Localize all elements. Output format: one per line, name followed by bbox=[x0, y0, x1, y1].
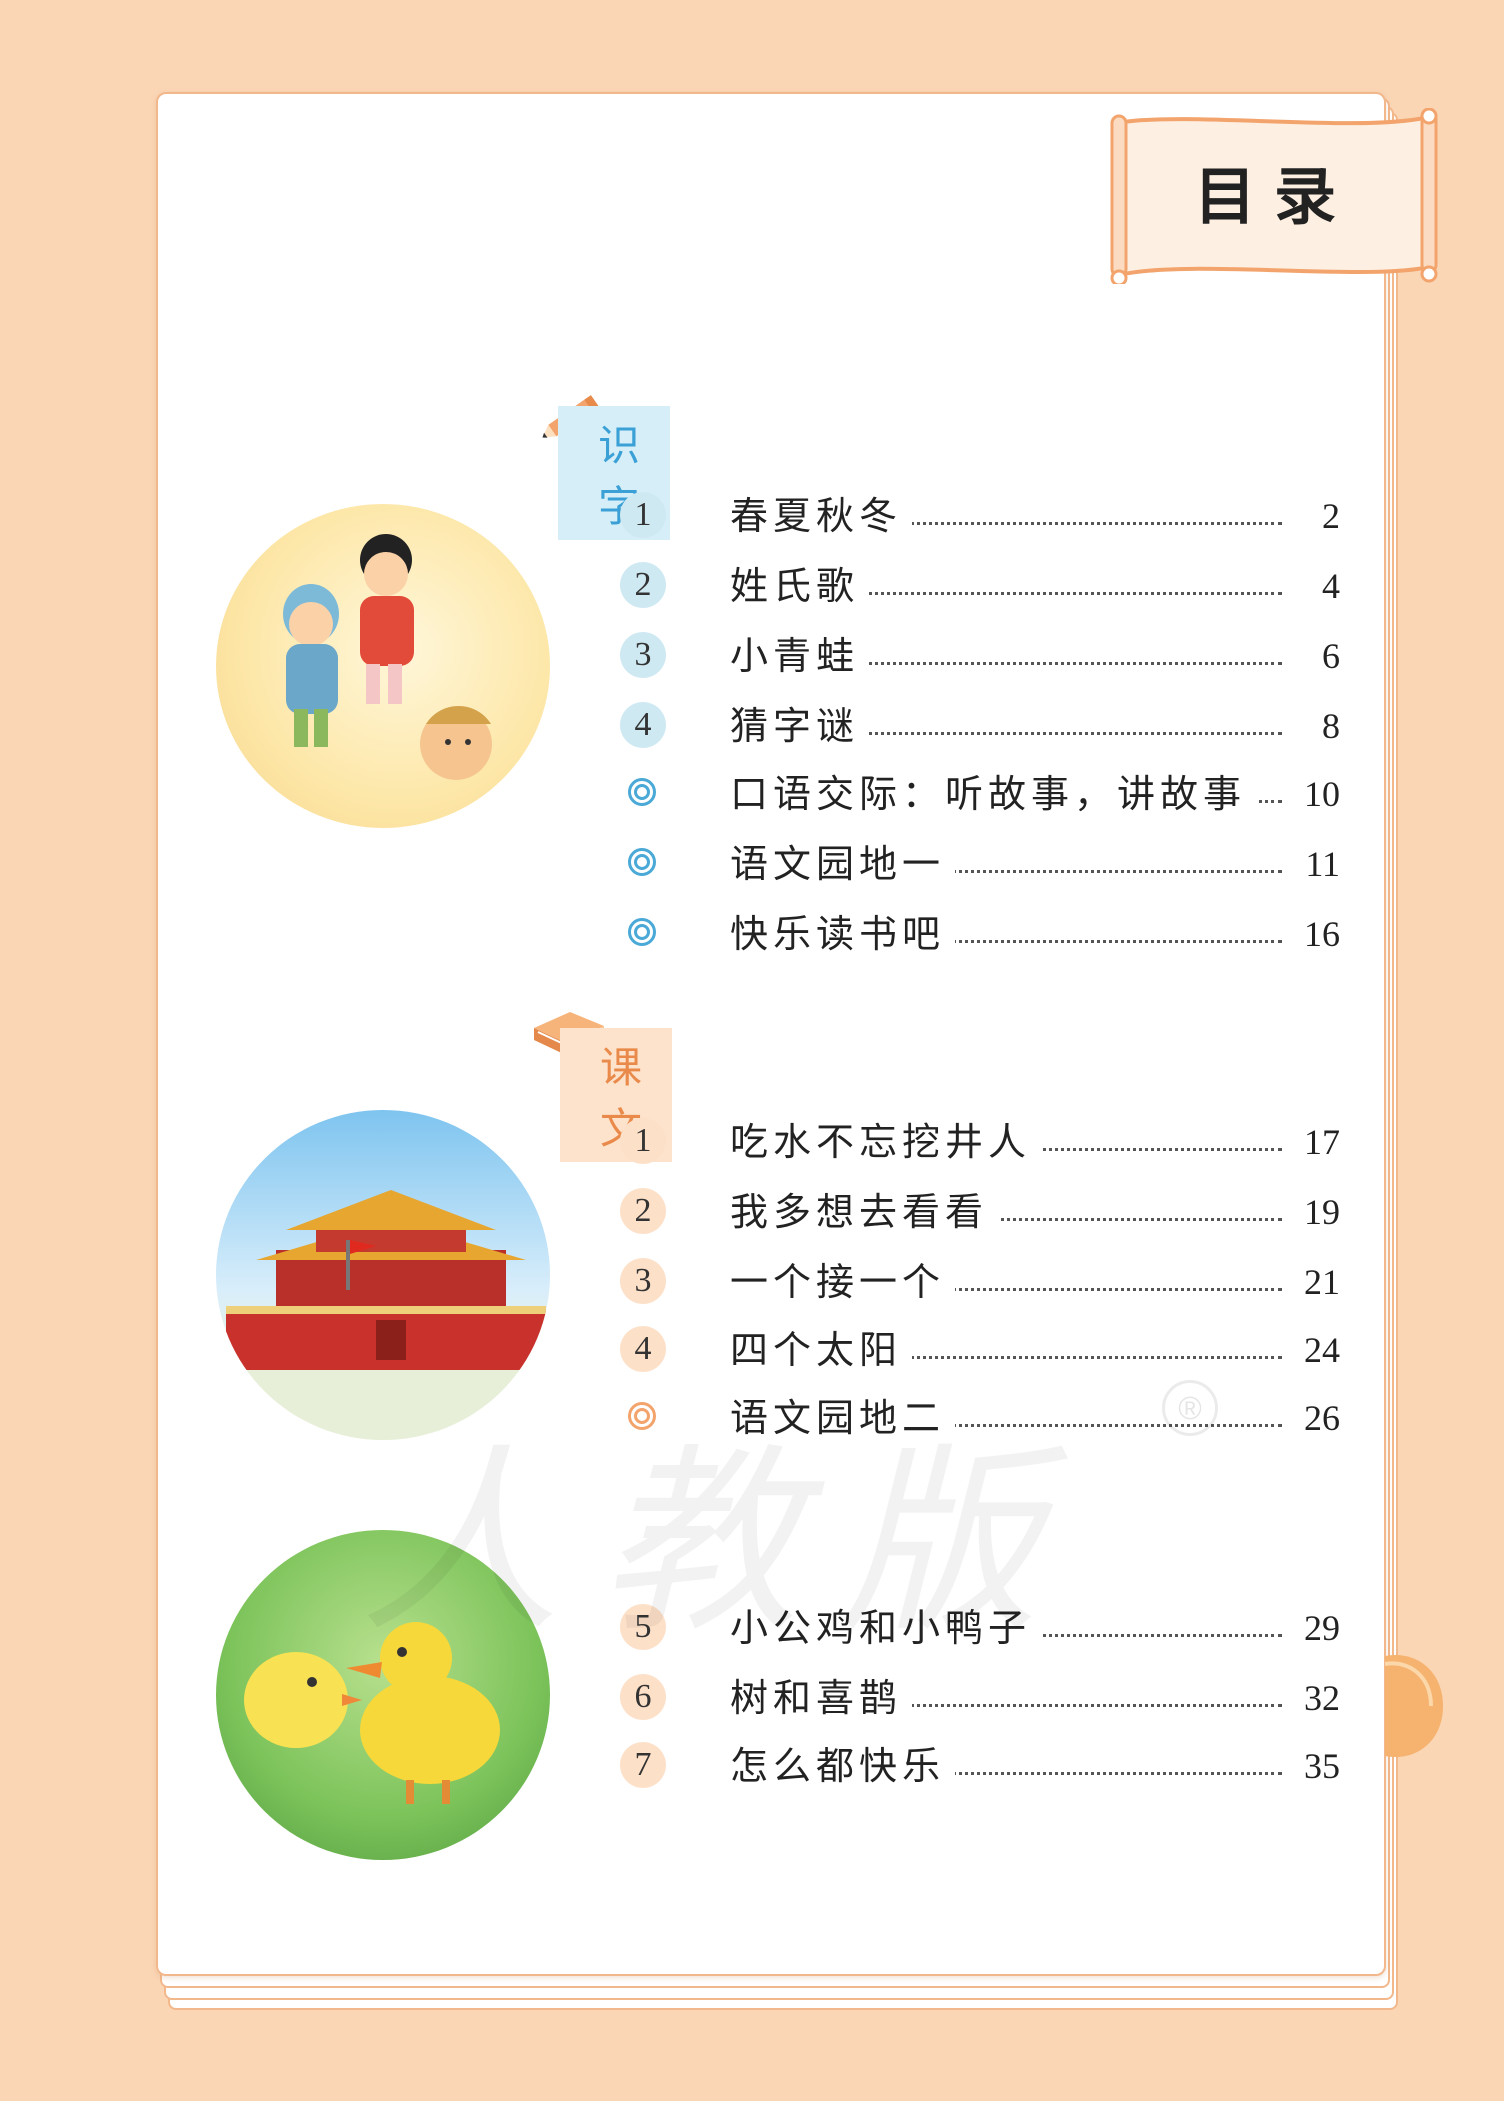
page-number: 19 bbox=[1294, 1182, 1340, 1242]
entry-title: 吃水不忘挖井人 bbox=[730, 1112, 1042, 1172]
entry-title: 春夏秋冬 bbox=[730, 486, 913, 546]
leader-dots bbox=[730, 940, 1282, 943]
toc-entry[interactable]: 语文园地一 11 bbox=[620, 834, 1340, 894]
page-number: 4 bbox=[1294, 556, 1340, 616]
entry-title: 一个接一个 bbox=[730, 1252, 956, 1312]
entry-title: 口语交际：听故事，讲故事 bbox=[730, 764, 1257, 824]
page-title: 目录 bbox=[1193, 160, 1354, 233]
toc-entry[interactable]: 6 树和喜鹊 32 bbox=[620, 1668, 1340, 1728]
page-number: 8 bbox=[1294, 696, 1340, 756]
leader-dots bbox=[730, 1424, 1282, 1427]
entry-title: 怎么都快乐 bbox=[730, 1736, 956, 1796]
tiananmen-illustration bbox=[216, 1110, 550, 1440]
leader-dots bbox=[730, 1772, 1282, 1775]
lesson-number-badge: 1 bbox=[620, 492, 666, 538]
entry-title: 姓氏歌 bbox=[730, 556, 870, 616]
toc-entry[interactable]: 4 猜字谜 8 bbox=[620, 696, 1340, 756]
leader-dots bbox=[730, 1356, 1282, 1359]
toc-entry[interactable]: 快乐读书吧 16 bbox=[620, 904, 1340, 964]
page-number: 35 bbox=[1294, 1736, 1340, 1796]
publisher-watermark: 人教版 bbox=[360, 1427, 1081, 1660]
page-number: 21 bbox=[1294, 1252, 1340, 1312]
double-circle-icon bbox=[628, 778, 656, 806]
leader-dots bbox=[730, 1288, 1282, 1291]
toc-entry[interactable]: 2 我多想去看看 19 bbox=[620, 1182, 1340, 1242]
toc-entry[interactable]: 2 姓氏歌 4 bbox=[620, 556, 1340, 616]
lesson-number-badge: 7 bbox=[620, 1742, 666, 1788]
toc-entry[interactable]: 5 小公鸡和小鸭子 29 bbox=[620, 1598, 1340, 1658]
leader-dots bbox=[730, 1218, 1282, 1221]
registered-mark: ® bbox=[1162, 1380, 1218, 1436]
page-number: 2 bbox=[1294, 486, 1340, 546]
lesson-number-badge: 4 bbox=[620, 1326, 666, 1372]
toc-entry[interactable]: 3 小青蛙 6 bbox=[620, 626, 1340, 686]
entry-title: 小公鸡和小鸭子 bbox=[730, 1598, 1042, 1658]
double-circle-icon bbox=[628, 918, 656, 946]
lesson-number-badge: 2 bbox=[620, 562, 666, 608]
lesson-number-badge: 3 bbox=[620, 1258, 666, 1304]
toc-entry[interactable]: 7 怎么都快乐 35 bbox=[620, 1736, 1340, 1796]
page-number: 26 bbox=[1294, 1388, 1340, 1448]
toc-entry[interactable]: 语文园地二 26 bbox=[620, 1388, 1340, 1448]
entry-title: 语文园地一 bbox=[730, 834, 956, 894]
page-number: 10 bbox=[1294, 764, 1340, 824]
page-number: 16 bbox=[1294, 904, 1340, 964]
page-number: 6 bbox=[1294, 626, 1340, 686]
toc-entry[interactable]: 口语交际：听故事，讲故事 10 bbox=[620, 764, 1340, 824]
leader-dots bbox=[730, 732, 1282, 735]
page-number: 29 bbox=[1294, 1598, 1340, 1658]
page-number: 32 bbox=[1294, 1668, 1340, 1728]
double-circle-icon bbox=[628, 1402, 656, 1430]
toc-entry[interactable]: 3 一个接一个 21 bbox=[620, 1252, 1340, 1312]
children-illustration bbox=[216, 504, 550, 828]
title-scroll: 目录 bbox=[1104, 108, 1444, 284]
lesson-number-badge: 3 bbox=[620, 632, 666, 678]
lesson-number-badge: 1 bbox=[620, 1118, 666, 1164]
bookmark-tab bbox=[1385, 1654, 1443, 1758]
entry-title: 四个太阳 bbox=[730, 1320, 913, 1380]
lesson-number-badge: 6 bbox=[620, 1674, 666, 1720]
entry-title: 小青蛙 bbox=[730, 626, 870, 686]
leader-dots bbox=[730, 592, 1282, 595]
page-number: 17 bbox=[1294, 1112, 1340, 1172]
entry-title: 我多想去看看 bbox=[730, 1182, 999, 1242]
lesson-number-badge: 4 bbox=[620, 702, 666, 748]
lesson-number-badge: 2 bbox=[620, 1188, 666, 1234]
leader-dots bbox=[730, 1704, 1282, 1707]
chick-duckling-illustration bbox=[216, 1530, 550, 1860]
entry-title: 语文园地二 bbox=[730, 1388, 956, 1448]
toc-entry[interactable]: 1 春夏秋冬 2 bbox=[620, 486, 1340, 546]
entry-title: 快乐读书吧 bbox=[730, 904, 956, 964]
page-number: 24 bbox=[1294, 1320, 1340, 1380]
leader-dots bbox=[730, 662, 1282, 665]
toc-entry[interactable]: 1 吃水不忘挖井人 17 bbox=[620, 1112, 1340, 1172]
double-circle-icon bbox=[628, 848, 656, 876]
lesson-number-badge: 5 bbox=[620, 1604, 666, 1650]
leader-dots bbox=[730, 870, 1282, 873]
entry-title: 树和喜鹊 bbox=[730, 1668, 913, 1728]
page-number: 11 bbox=[1294, 834, 1340, 894]
toc-entry[interactable]: 4 四个太阳 24 bbox=[620, 1320, 1340, 1380]
leader-dots bbox=[730, 522, 1282, 525]
entry-title: 猜字谜 bbox=[730, 696, 870, 756]
